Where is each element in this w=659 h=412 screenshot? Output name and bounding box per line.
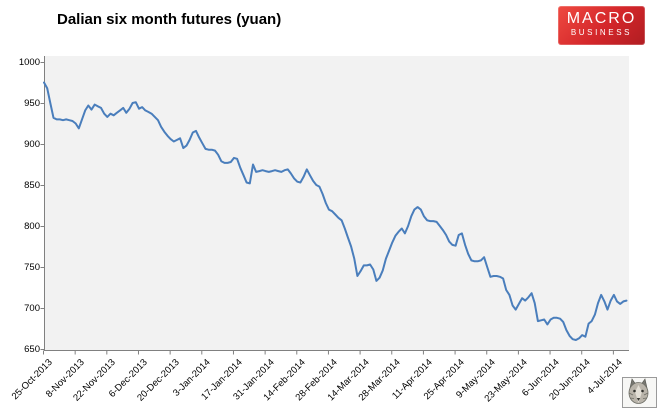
y-axis-tick-label: 850: [24, 179, 40, 191]
wolf-logo-icon: [622, 377, 657, 408]
y-axis-tick-label: 900: [24, 138, 40, 150]
price-line-series: [43, 81, 628, 341]
y-axis-tick-label: 1000: [18, 56, 40, 68]
macrobusiness-logo: MACRO BUSINESS: [558, 6, 645, 45]
y-axis-tick-label: 950: [24, 97, 40, 109]
y-axis-tick-label: 750: [24, 261, 40, 273]
y-axis-tick-label: 800: [24, 220, 40, 232]
logo-macro-text: MACRO: [566, 10, 637, 27]
y-axis-tick-label: 700: [24, 302, 40, 314]
y-axis-tick-label: 650: [24, 343, 40, 355]
chart-title: Dalian six month futures (yuan): [57, 11, 282, 28]
logo-business-text: BUSINESS: [570, 28, 633, 37]
plot-area: [45, 56, 629, 351]
